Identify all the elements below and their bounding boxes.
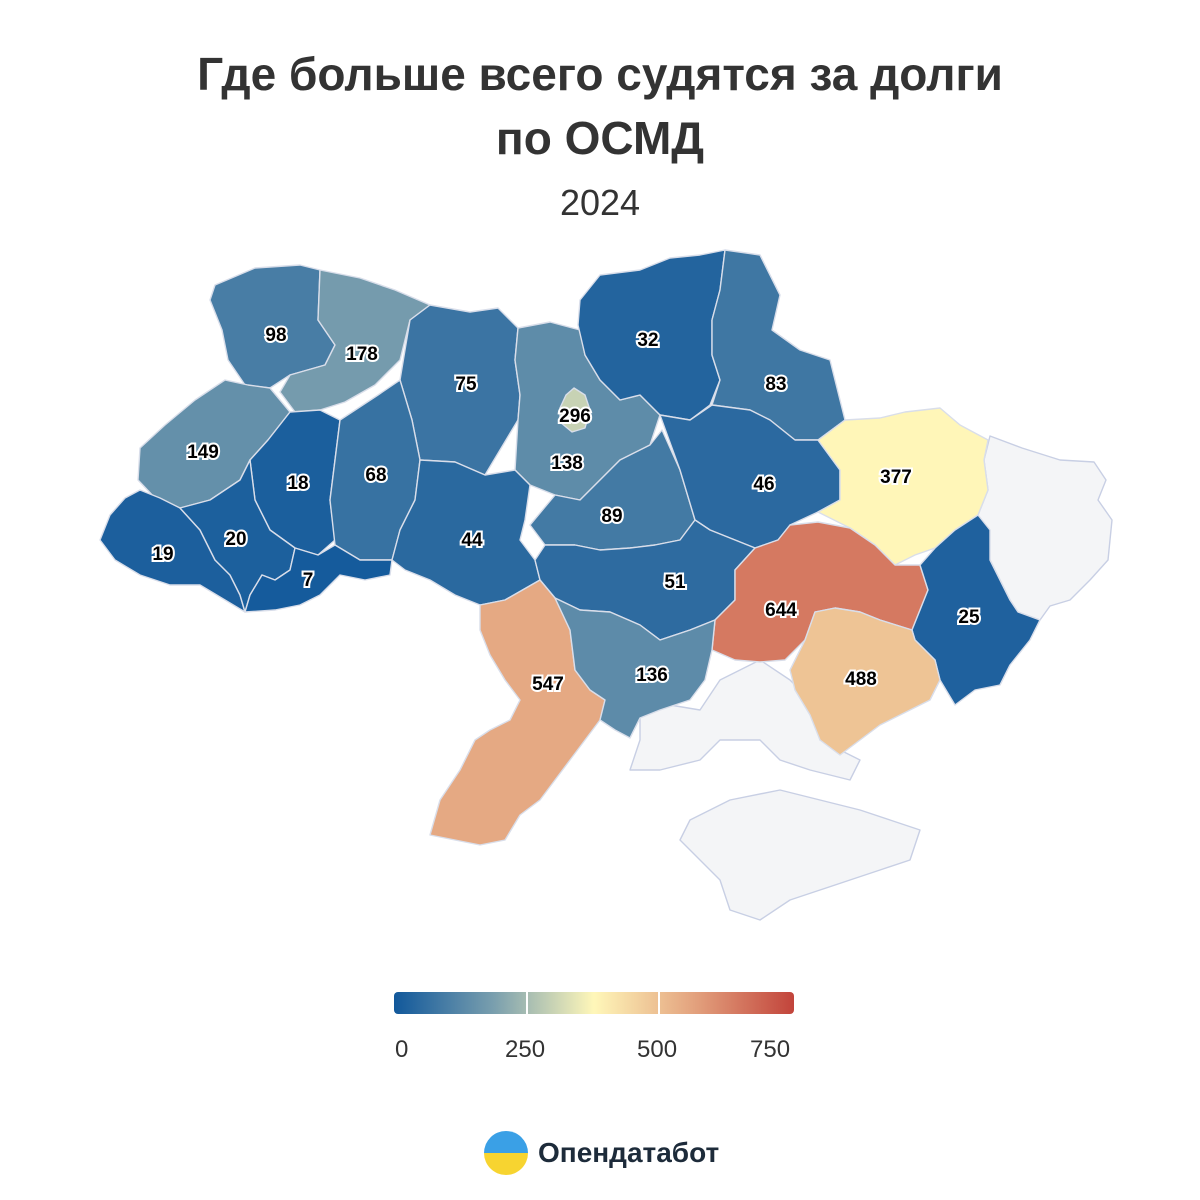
legend-separator — [658, 992, 660, 1014]
value-label: 83 — [765, 374, 786, 395]
value-label: 138 — [551, 453, 583, 474]
value-label: 25 — [958, 607, 980, 628]
value-label: 7 — [303, 570, 314, 591]
brand-name: Опендатабот — [538, 1137, 720, 1168]
region-22[interactable] — [789, 607, 941, 756]
data-regions — [99, 249, 1041, 846]
legend-tick-500: 500 — [637, 1036, 678, 1063]
value-labels: 98 178 75 138 296 32 83 149 18 68 44 89 46 377 19 20 7 51… — [150, 323, 982, 697]
value-label: 98 — [265, 325, 286, 346]
legend-tick-750: 750 — [750, 1036, 791, 1063]
region-4[interactable] — [559, 387, 591, 433]
brand-logo[interactable]: Опендатабот — [484, 1130, 719, 1176]
value-label: 488 — [845, 669, 877, 690]
region-1[interactable] — [279, 269, 431, 413]
value-label: 19 — [152, 544, 173, 565]
title-line-1: Где больше всего судятся за долги — [197, 48, 1003, 100]
region-21[interactable] — [554, 597, 716, 739]
legend-separator — [526, 992, 528, 1014]
value-label: 46 — [753, 474, 774, 495]
logo-icon — [484, 1131, 528, 1175]
legend-tick-250: 250 — [505, 1036, 546, 1063]
value-label: 44 — [461, 530, 483, 551]
value-label: 136 — [636, 665, 668, 686]
legend-color-scale — [394, 992, 794, 1014]
value-label: 20 — [225, 529, 246, 550]
value-label: 32 — [637, 330, 658, 351]
value-label: 149 — [187, 442, 219, 463]
value-label: 18 — [287, 473, 308, 494]
value-label: 68 — [365, 465, 386, 486]
value-label: 644 — [765, 600, 797, 621]
kherson-crimea-occupied[interactable] — [629, 659, 921, 921]
chart-subtitle: 2024 — [559, 182, 641, 223]
region-16[interactable] — [244, 544, 393, 613]
value-label: 75 — [455, 374, 477, 395]
value-label: 296 — [559, 406, 591, 427]
no-data-regions — [629, 435, 1113, 921]
value-label: 377 — [880, 467, 912, 488]
chart-title: Где больше всего судятся за долги по ОСМ… — [0, 42, 1200, 170]
title-line-2: по ОСМД — [495, 112, 705, 164]
legend-tick-0: 0 — [395, 1036, 409, 1063]
value-label: 547 — [532, 674, 564, 695]
value-label: 51 — [664, 572, 686, 593]
value-label: 89 — [601, 506, 622, 527]
value-label: 178 — [346, 344, 378, 365]
